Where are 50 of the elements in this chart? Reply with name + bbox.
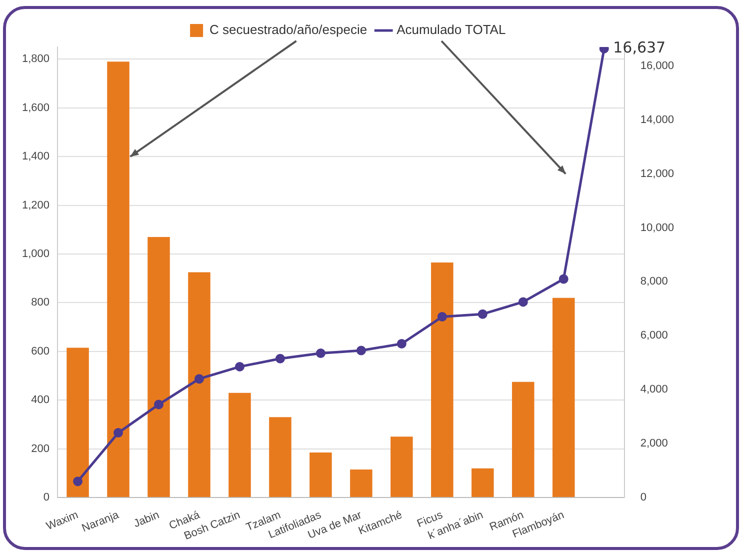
point bbox=[275, 354, 285, 364]
bar bbox=[350, 470, 372, 498]
y-tick-label: 1,400 bbox=[22, 150, 50, 163]
point bbox=[437, 312, 447, 322]
x-tick-label: Jabin bbox=[132, 509, 162, 530]
y2-tick-label: 8,000 bbox=[640, 276, 668, 288]
point bbox=[316, 348, 326, 358]
point bbox=[234, 362, 244, 372]
point bbox=[114, 428, 124, 438]
y2-tick-label: 2,000 bbox=[640, 438, 668, 450]
y2-tick-label: 6,000 bbox=[640, 330, 668, 342]
y-tick-label: 600 bbox=[31, 345, 50, 358]
point bbox=[73, 476, 83, 486]
y-tick-label: 800 bbox=[31, 296, 50, 309]
bar bbox=[431, 262, 454, 498]
point bbox=[558, 274, 568, 284]
bar bbox=[66, 348, 89, 498]
point bbox=[356, 346, 366, 356]
bar bbox=[188, 272, 210, 498]
legend-label: C secuestrado/año/especie bbox=[210, 22, 368, 38]
y-tick-label: 400 bbox=[31, 394, 50, 406]
y-tick-label: 0 bbox=[43, 492, 50, 504]
y2-tick-label: 10,000 bbox=[640, 222, 674, 234]
point bbox=[154, 400, 164, 410]
y-tick-label: 1,800 bbox=[22, 53, 50, 66]
bar bbox=[228, 392, 251, 498]
y-tick-label: 200 bbox=[31, 442, 50, 455]
bar bbox=[310, 452, 332, 498]
bar bbox=[269, 417, 292, 498]
bar bbox=[472, 468, 494, 498]
data-label: 16,637 bbox=[613, 38, 666, 57]
bar bbox=[107, 62, 130, 498]
y2-tick-label: 12,000 bbox=[640, 168, 674, 180]
bar bbox=[148, 236, 170, 498]
y-tick-label: 1,200 bbox=[22, 199, 50, 212]
y2-tick-label: 16,000 bbox=[640, 60, 674, 72]
y-tick-label: 1,600 bbox=[22, 102, 50, 114]
bar bbox=[390, 436, 413, 498]
y2-tick-label: 0 bbox=[640, 492, 646, 504]
y2-tick-label: 14,000 bbox=[640, 114, 674, 126]
y-tick-label: 1,000 bbox=[22, 248, 50, 260]
point bbox=[194, 374, 204, 384]
legend-label: Acumulado TOTAL bbox=[396, 22, 506, 38]
point bbox=[396, 339, 406, 349]
y2-tick-label: 4,000 bbox=[640, 384, 668, 396]
bar bbox=[552, 298, 575, 498]
x-tick-label: Waxim bbox=[44, 509, 80, 533]
point bbox=[518, 297, 528, 307]
point bbox=[478, 309, 488, 319]
bar bbox=[512, 382, 534, 498]
